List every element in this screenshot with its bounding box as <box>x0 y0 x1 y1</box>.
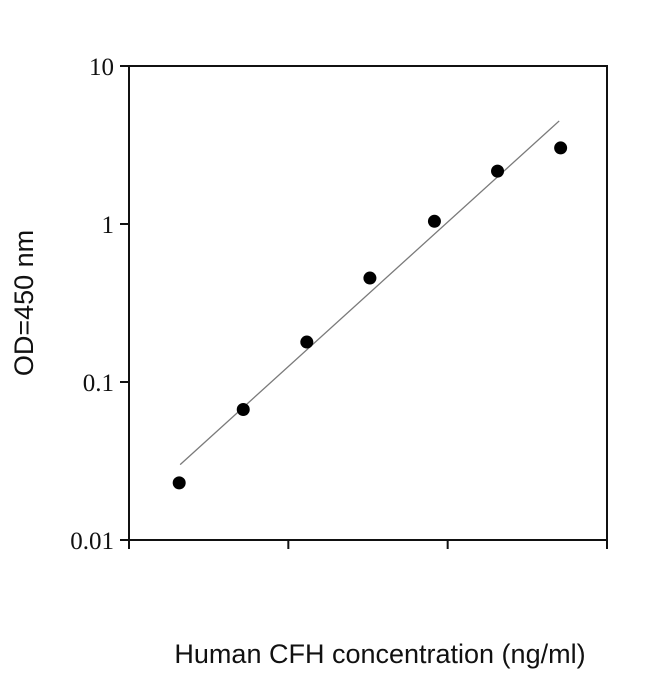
y-axis-ticks: 0.01 0.1 1 10 <box>70 54 129 555</box>
y-tick-label: 0.01 <box>70 528 114 555</box>
data-point <box>300 335 314 349</box>
data-point <box>554 141 568 155</box>
y-tick-label: 1 <box>102 212 115 239</box>
data-point <box>172 476 186 490</box>
data-points <box>172 141 568 490</box>
y-tick-label: 10 <box>89 54 114 81</box>
y-tick-label: 0.1 <box>83 370 114 397</box>
x-axis-ticks <box>128 540 608 549</box>
data-point <box>236 402 250 416</box>
y-axis-title: OD=450 nm <box>9 230 39 376</box>
x-axis-title: Human CFH concentration (ng/ml) <box>174 639 585 669</box>
plot-border <box>128 65 608 541</box>
plot-frame <box>128 65 608 541</box>
data-point <box>363 271 377 285</box>
data-point <box>491 164 505 178</box>
data-point <box>427 214 441 228</box>
